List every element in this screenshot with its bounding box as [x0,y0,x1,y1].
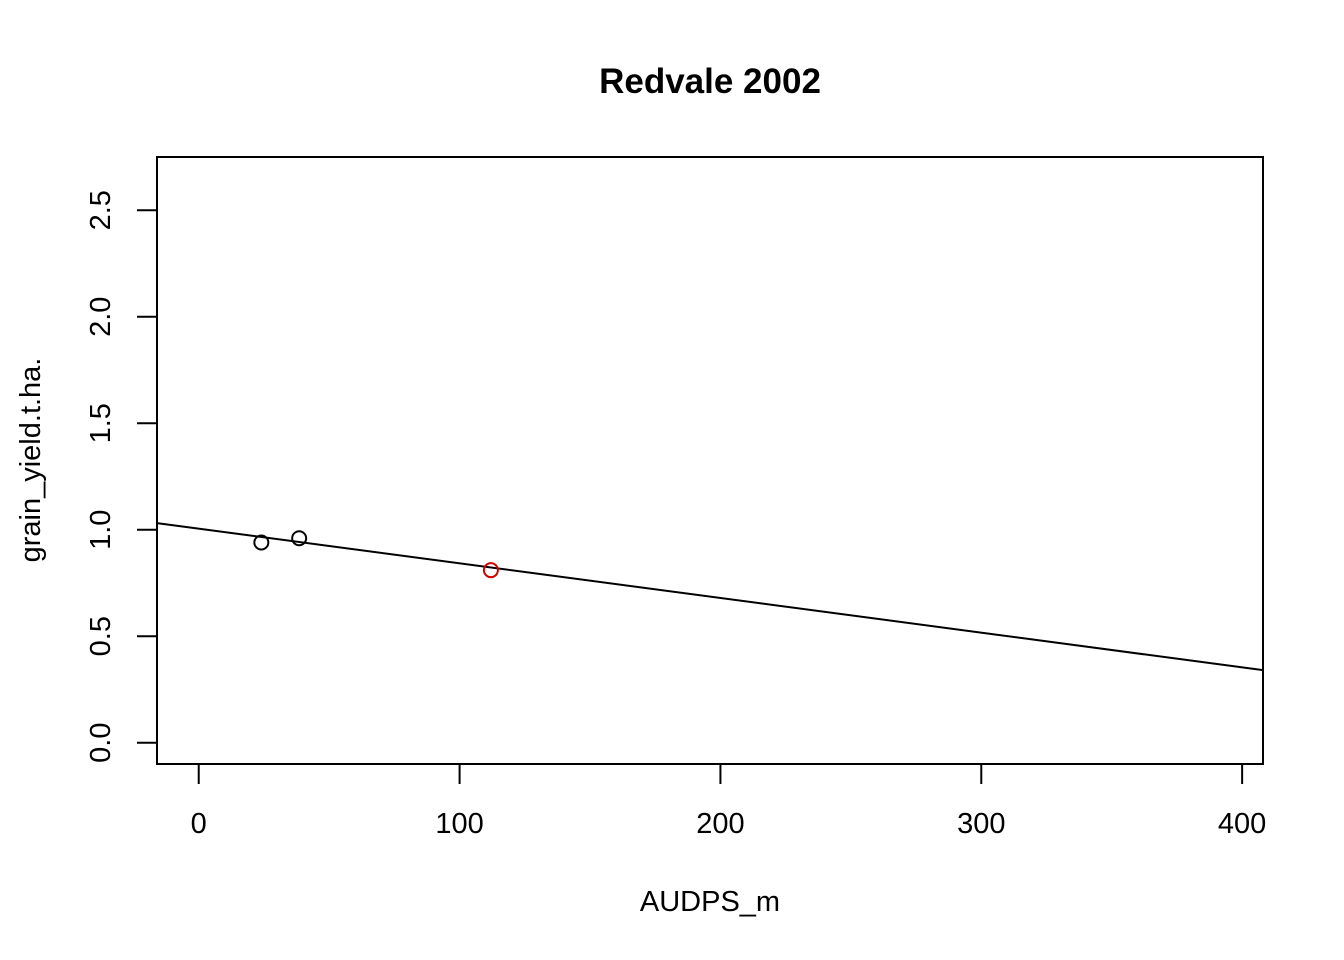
x-tick-label: 400 [1218,808,1266,840]
x-axis-label: AUDPS_m [640,886,780,918]
chart-title: Redvale 2002 [599,62,821,101]
y-tick-label: 2.5 [85,190,117,230]
x-tick-label: 100 [435,808,483,840]
y-tick-label: 1.5 [85,403,117,443]
x-tick-label: 0 [191,808,207,840]
y-tick-label: 0.5 [85,616,117,656]
y-tick-label: 1.0 [85,510,117,550]
y-axis-label: grain_yield.t.ha. [15,358,47,563]
regression-line [156,522,1264,672]
data-point [291,530,308,547]
x-tick-label: 300 [957,808,1005,840]
plot-frame [156,156,1264,765]
y-tick-label: 2.0 [85,297,117,337]
data-point [253,534,270,551]
y-tick-label: 0.0 [85,723,117,763]
x-tick-label: 200 [696,808,744,840]
data-point [482,562,499,579]
